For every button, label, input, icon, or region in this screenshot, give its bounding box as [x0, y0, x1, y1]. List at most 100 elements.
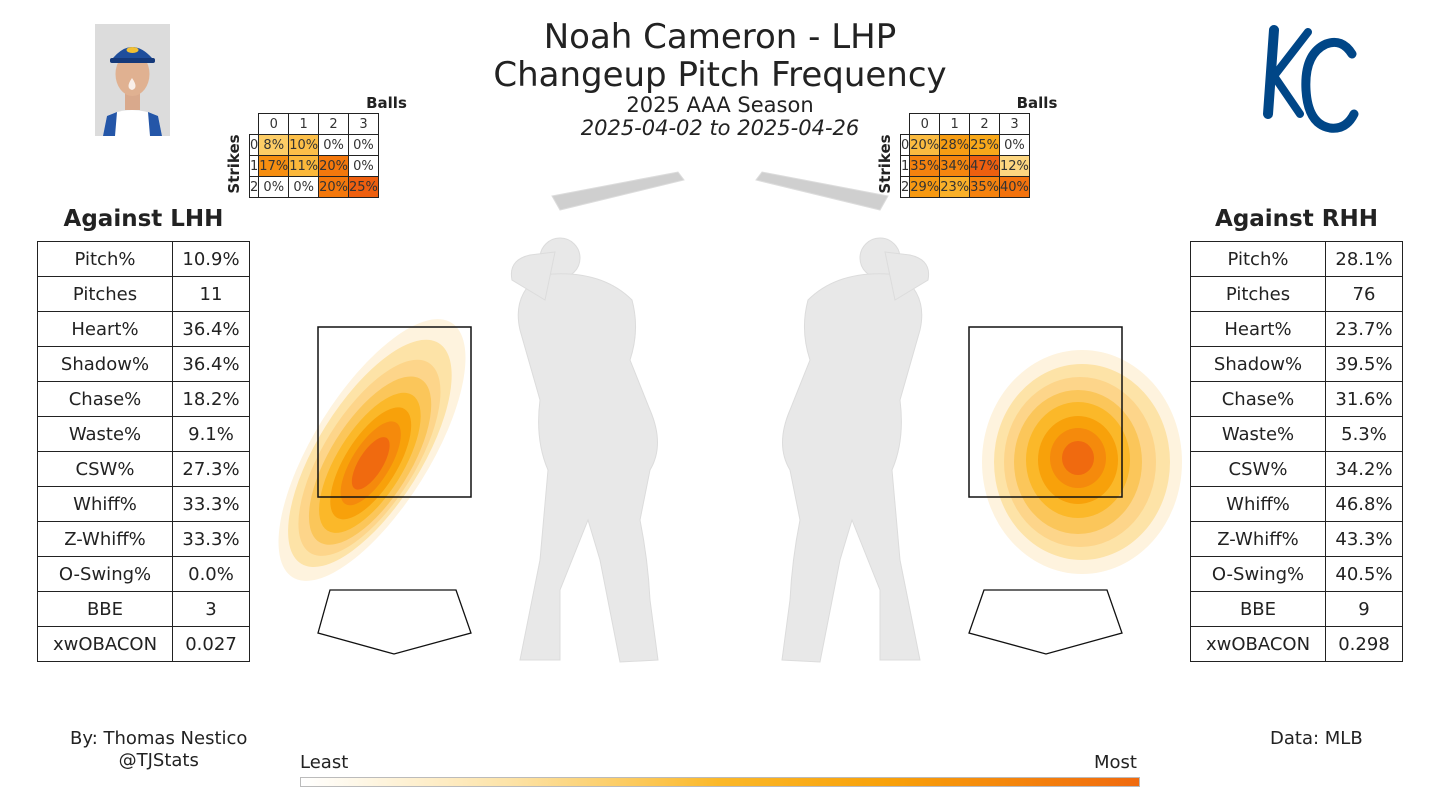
- rhh-strike-count-header: 2: [899, 176, 911, 198]
- rhh-stat-value: 46.8%: [1325, 486, 1403, 522]
- rhh-home-plate: [968, 589, 1123, 655]
- lhh-stat-value: 36.4%: [172, 346, 250, 382]
- rhh-stat-label: BBE: [1190, 591, 1326, 627]
- rhh-stat-value: 23.7%: [1325, 311, 1403, 347]
- colorbar-most-label: Most: [1094, 752, 1137, 773]
- logo-k-arm: [1269, 28, 1312, 118]
- lhh-stat-value: 0.027: [172, 626, 250, 662]
- lhh-stat-value: 36.4%: [172, 311, 250, 347]
- lhh-stat-row: Pitch% 10.9%: [37, 241, 250, 277]
- rhh-stat-value: 0.298: [1325, 626, 1403, 662]
- rhh-density: [982, 350, 1182, 574]
- page-title: Noah Cameron - LHP: [543, 17, 897, 57]
- lhh-stat-value: 33.3%: [172, 486, 250, 522]
- player-headshot: [95, 24, 170, 136]
- season-label: 2025 AAA Season: [626, 93, 814, 117]
- lhh-count-cell: 0%: [288, 176, 320, 198]
- rhh-strike-zone: [968, 326, 1123, 498]
- player-headshot-image: [95, 24, 170, 136]
- rhh-count-cell: 25%: [969, 134, 1000, 156]
- lhh-home-plate: [317, 589, 472, 655]
- page-subtitle: Changeup Pitch Frequency: [493, 55, 947, 95]
- author-credit: By: Thomas Nestico @TJStats: [70, 728, 247, 772]
- lhh-stat-row: BBE 3: [37, 591, 250, 627]
- rhh-stat-label: xwOBACON: [1190, 626, 1326, 662]
- rhh-stat-value: 5.3%: [1325, 416, 1403, 452]
- lhh-stat-row: xwOBACON 0.027: [37, 626, 250, 662]
- rhh-stat-row: Heart% 23.7%: [1190, 311, 1403, 347]
- lhh-count-cell: 10%: [288, 134, 320, 156]
- lhh-count-cell: 0%: [258, 176, 290, 198]
- rhh-title: Against RHH: [1215, 206, 1378, 232]
- lhh-strike-count-header: 2: [248, 176, 260, 198]
- rhh-stat-label: CSW%: [1190, 451, 1326, 487]
- title-block: Noah Cameron - LHP Changeup Pitch Freque…: [420, 18, 1020, 140]
- lhh-stat-value: 11: [172, 276, 250, 312]
- rhh-stat-label: Whiff%: [1190, 486, 1326, 522]
- lhh-count-cell: 25%: [348, 176, 379, 198]
- rhh-count-cell: 29%: [909, 176, 941, 198]
- lhh-stat-label: xwOBACON: [37, 626, 173, 662]
- rhh-stat-row: Shadow% 39.5%: [1190, 346, 1403, 382]
- team-logo: [1252, 24, 1364, 136]
- rhh-stat-value: 43.3%: [1325, 521, 1403, 557]
- lhh-stat-label: BBE: [37, 591, 173, 627]
- lhh-batter-silhouette: [510, 171, 685, 663]
- lhh-stat-label: Waste%: [37, 416, 173, 452]
- lhh-stat-label: Whiff%: [37, 486, 173, 522]
- colorbar: [300, 777, 1140, 787]
- rhh-stat-row: Waste% 5.3%: [1190, 416, 1403, 452]
- author-name: By: Thomas Nestico: [70, 728, 248, 749]
- date-range: 2025-04-02 to 2025-04-26: [580, 116, 860, 140]
- lhh-ball-count-header: 1: [288, 113, 320, 135]
- rhh-stat-value: 39.5%: [1325, 346, 1403, 382]
- rhh-stat-row: Whiff% 46.8%: [1190, 486, 1403, 522]
- lhh-ball-count-header: 3: [348, 113, 379, 135]
- rhh-stat-value: 76: [1325, 276, 1403, 312]
- rhh-stat-label: Waste%: [1190, 416, 1326, 452]
- lhh-stat-value: 33.3%: [172, 521, 250, 557]
- lhh-stat-label: Z-Whiff%: [37, 521, 173, 557]
- rhh-count-cell: 28%: [939, 134, 971, 156]
- rhh-stat-row: BBE 9: [1190, 591, 1403, 627]
- lhh-stat-row: Z-Whiff% 33.3%: [37, 521, 250, 557]
- lhh-count-cell: 0%: [348, 155, 379, 177]
- lhh-stat-row: Whiff% 33.3%: [37, 486, 250, 522]
- rhh-ball-count-header: 3: [999, 113, 1030, 135]
- rhh-stat-row: O-Swing% 40.5%: [1190, 556, 1403, 592]
- rhh-count-cell: 0%: [999, 134, 1030, 156]
- rhh-count-cell: 40%: [999, 176, 1030, 198]
- lhh-stat-value: 9.1%: [172, 416, 250, 452]
- rhh-stat-label: Heart%: [1190, 311, 1326, 347]
- lhh-ball-count-header: 2: [318, 113, 349, 135]
- lhh-stat-value: 27.3%: [172, 451, 250, 487]
- lhh-count-cell: 11%: [288, 155, 320, 177]
- rhh-stats-table: Pitch% 28.1% Pitches 76 Heart% 23.7% Shadow% 39…: [1190, 241, 1403, 662]
- rhh-stat-label: O-Swing%: [1190, 556, 1326, 592]
- lhh-stat-row: CSW% 27.3%: [37, 451, 250, 487]
- lhh-stat-label: Shadow%: [37, 346, 173, 382]
- logo-k-stem: [1263, 25, 1279, 119]
- lhh-stat-value: 0.0%: [172, 556, 250, 592]
- author-handle: @TJStats: [118, 750, 199, 771]
- rhh-count-cell: 35%: [969, 176, 1000, 198]
- rhh-count-table: 0 1 2 3 0 20% 28% 25% 0% 1 35% 34% 47% 12% 2 29% 23% 35% 4…: [899, 113, 1030, 198]
- lhh-stat-row: Pitches 11: [37, 276, 250, 312]
- kc-logo-icon: [1263, 25, 1359, 133]
- rhh-batter-silhouette: [755, 171, 930, 663]
- lhh-count-cell: 20%: [318, 155, 349, 177]
- logo-c: [1301, 37, 1359, 133]
- rhh-stat-row: CSW% 34.2%: [1190, 451, 1403, 487]
- lhh-stat-label: CSW%: [37, 451, 173, 487]
- rhh-ball-count-header: 2: [969, 113, 1000, 135]
- rhh-ball-count-header: 1: [939, 113, 971, 135]
- rhh-count-cell: 12%: [999, 155, 1030, 177]
- rhh-balls-label: Balls: [1016, 94, 1058, 112]
- lhh-count-cell: 20%: [318, 176, 349, 198]
- rhh-stat-value: 9: [1325, 591, 1403, 627]
- lhh-count-cell: 0%: [348, 134, 379, 156]
- lhh-count-table: 0 1 2 3 0 8% 10% 0% 0% 1 17% 11% 20% 0% 2 0% 0% 20% 25%: [248, 113, 379, 198]
- rhh-stat-value: 34.2%: [1325, 451, 1403, 487]
- rhh-stat-row: xwOBACON 0.298: [1190, 626, 1403, 662]
